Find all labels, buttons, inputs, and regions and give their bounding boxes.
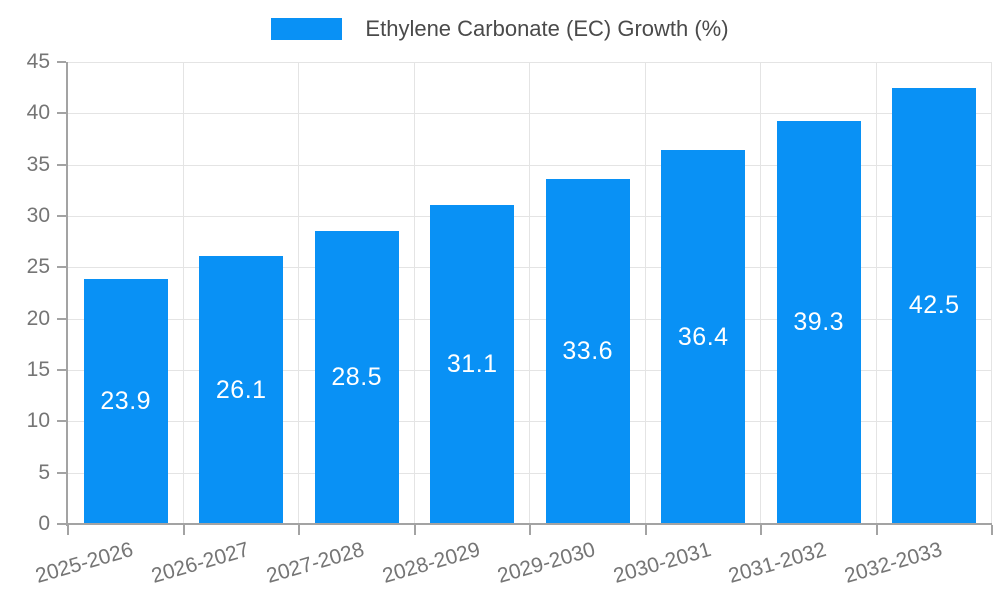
- x-tick-label: 2032-2033: [841, 538, 945, 588]
- y-tick-mark: [57, 163, 66, 166]
- y-tick-label: 15: [26, 358, 50, 381]
- x-tick-mark: [991, 525, 993, 535]
- gridline-horizontal: [68, 216, 992, 217]
- gridline-vertical: [991, 62, 992, 524]
- gridline-vertical: [760, 62, 761, 524]
- bar-2028-2029: 31.1: [430, 204, 515, 524]
- y-axis-line: [66, 62, 68, 526]
- x-tick-mark: [182, 525, 185, 535]
- y-tick-mark: [57, 420, 66, 423]
- x-tick-mark: [644, 525, 647, 535]
- y-tick-label: 30: [26, 204, 50, 227]
- x-tick-label: 2025-2026: [33, 538, 137, 588]
- y-tick-label: 5: [38, 460, 50, 484]
- legend-label: Ethylene Carbonate (EC) Growth (%): [365, 16, 729, 41]
- x-tick-label: 2028-2029: [379, 538, 483, 588]
- x-axis-line: [66, 523, 992, 525]
- bar-value-label: 39.3: [793, 307, 845, 336]
- bar-2025-2026: 23.9: [83, 278, 168, 524]
- y-tick-label: 25: [26, 255, 50, 279]
- y-tick-label: 40: [26, 101, 50, 125]
- bar-2029-2030: 33.6: [545, 179, 630, 524]
- x-tick-mark: [298, 525, 300, 535]
- y-tick-mark: [57, 471, 66, 474]
- y-tick-mark: [57, 523, 66, 525]
- gridline-vertical: [182, 62, 184, 524]
- bar-value-label: 28.5: [331, 363, 383, 392]
- gridline-horizontal: [68, 62, 992, 63]
- gridline-vertical: [298, 62, 299, 524]
- x-tick-label: 2031-2032: [726, 538, 830, 588]
- x-tick-mark: [529, 525, 531, 535]
- gridline-vertical: [529, 62, 530, 524]
- gridline-vertical: [644, 62, 646, 524]
- legend: Ethylene Carbonate (EC) Growth (%): [0, 15, 1000, 43]
- y-tick-label: 35: [26, 152, 50, 176]
- x-tick-label: 2030-2031: [610, 538, 714, 588]
- gridline-horizontal: [68, 164, 992, 166]
- x-tick-mark: [875, 525, 878, 535]
- y-tick-label: 10: [26, 409, 50, 433]
- bar-2027-2028: 28.5: [314, 231, 399, 524]
- y-tick-mark: [57, 61, 66, 63]
- legend-swatch: [271, 18, 343, 40]
- gridline-horizontal: [68, 370, 992, 371]
- bar-value-label: 33.6: [562, 337, 614, 365]
- y-tick-label: 0: [38, 512, 50, 535]
- gridline-vertical: [413, 62, 415, 524]
- x-tick-mark: [760, 525, 762, 535]
- gridline-vertical: [875, 62, 877, 524]
- bar-value-label: 42.5: [908, 291, 960, 320]
- bar-value-label: 36.4: [677, 322, 729, 351]
- bar-value-label: 23.9: [100, 386, 152, 415]
- y-tick-mark: [57, 317, 66, 320]
- bar-2031-2032: 39.3: [776, 120, 861, 524]
- bar-2026-2027: 26.1: [199, 256, 284, 524]
- gridline-horizontal: [68, 472, 992, 474]
- gridline-horizontal: [68, 421, 992, 423]
- y-tick-label: 45: [26, 50, 50, 73]
- bar-value-label: 31.1: [446, 349, 498, 378]
- bar-2030-2031: 36.4: [661, 150, 746, 524]
- gridline-horizontal: [68, 267, 992, 269]
- gridline-horizontal: [68, 113, 992, 115]
- y-tick-mark: [57, 266, 66, 269]
- x-tick-label: 2027-2028: [264, 538, 368, 588]
- gridline-horizontal: [68, 318, 992, 320]
- y-tick-mark: [57, 369, 66, 371]
- x-tick-label: 2026-2027: [148, 538, 252, 588]
- bar-value-label: 26.1: [215, 375, 267, 404]
- y-tick-mark: [57, 112, 66, 115]
- y-tick-label: 20: [26, 306, 50, 330]
- x-tick-mark: [67, 525, 69, 535]
- x-tick-label: 2029-2030: [495, 538, 599, 588]
- plot-area: 23.9 26.1 28.5 31.1 33.6 36.4 39.3 42.5: [57, 61, 993, 535]
- y-tick-mark: [57, 215, 66, 217]
- x-tick-mark: [413, 525, 416, 535]
- bar-2032-2033: 42.5: [892, 87, 977, 524]
